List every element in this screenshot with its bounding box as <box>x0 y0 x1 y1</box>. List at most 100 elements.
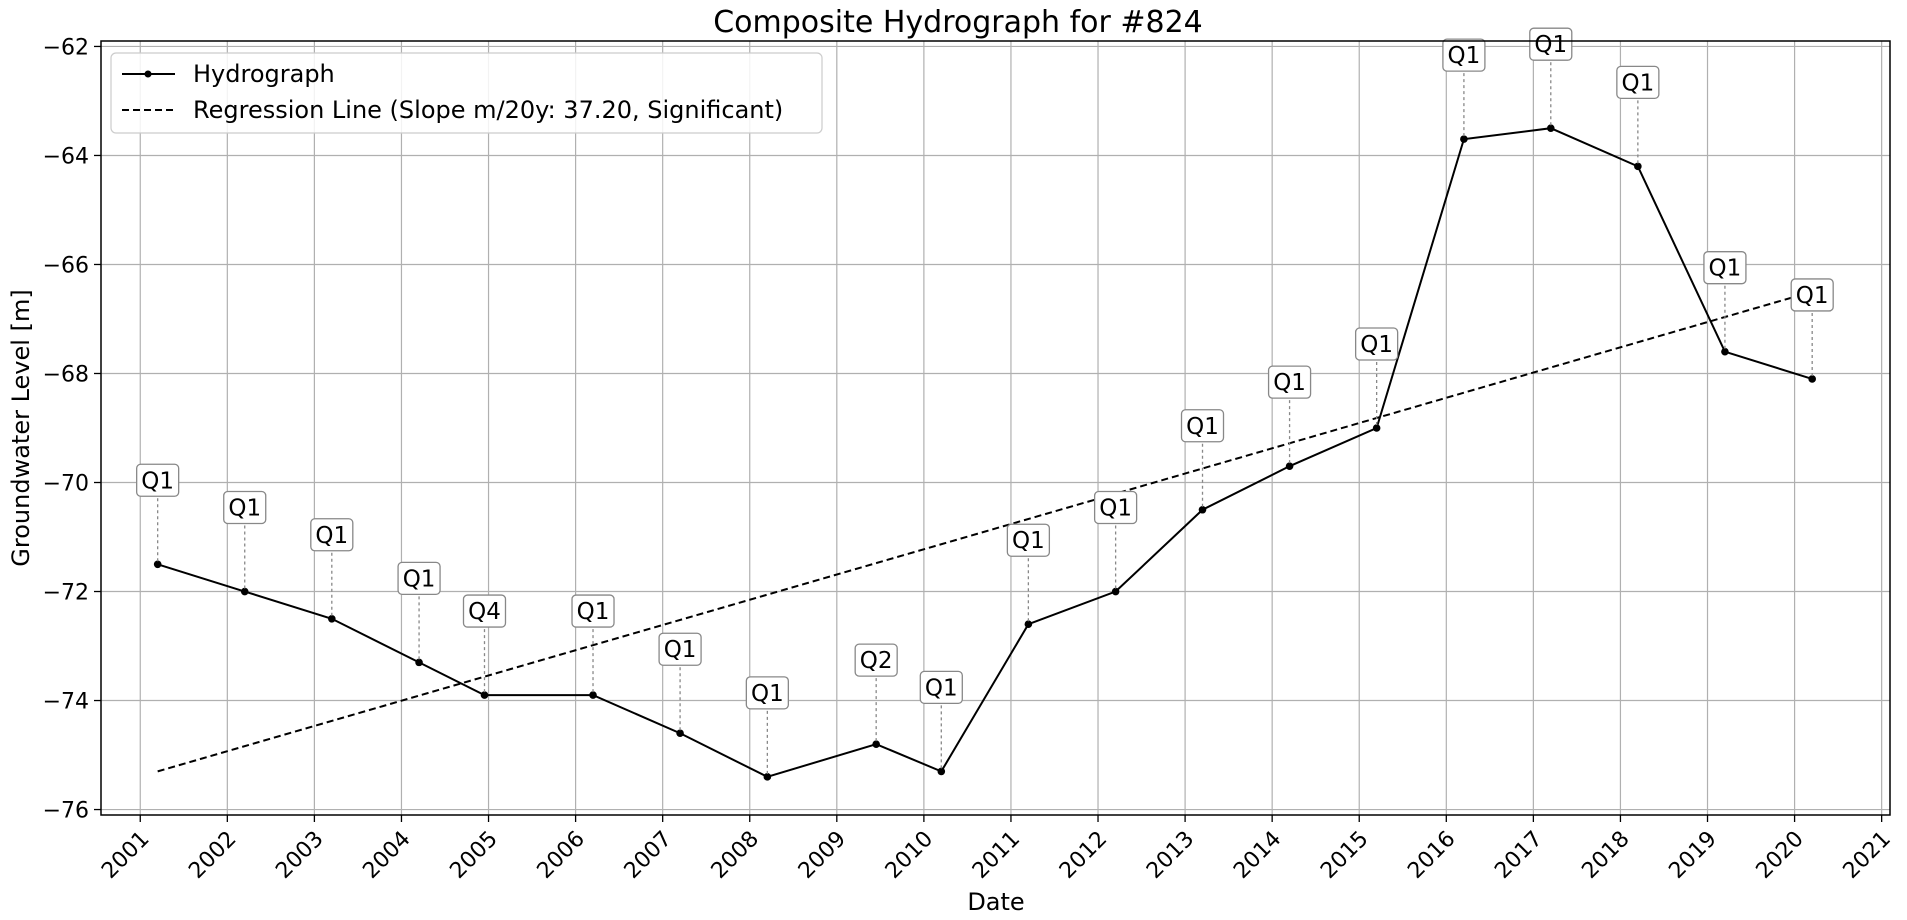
x-tick-label: 2019 <box>1664 827 1721 884</box>
quarter-label: Q1 <box>141 468 174 494</box>
hydrograph-point <box>676 729 684 738</box>
quarter-label: Q1 <box>228 496 261 522</box>
y-tick-label: −74 <box>43 690 89 715</box>
legend-box <box>110 52 823 134</box>
y-axis-label: Groundwater Level [m] <box>7 289 35 566</box>
x-tick-label: 2020 <box>1752 827 1809 884</box>
hydrograph-point <box>240 587 249 596</box>
regression-line <box>157 290 1813 773</box>
quarter-label-box <box>1703 251 1747 285</box>
quarter-label: Q4 <box>468 599 501 625</box>
hydrograph-point <box>1546 124 1555 133</box>
quarter-label: Q1 <box>751 681 784 707</box>
hydrograph-point <box>763 773 772 781</box>
x-tick-label: 2008 <box>707 827 764 884</box>
legend: Hydrograph Regression Line (Slope m/20y:… <box>110 52 823 134</box>
quarter-label: Q1 <box>664 637 697 663</box>
hydrograph-point <box>1285 462 1294 470</box>
y-tick-label: −66 <box>43 253 89 278</box>
x-tick-label: 2017 <box>1490 827 1547 884</box>
quarter-label-box <box>223 490 267 525</box>
quarter-label: Q1 <box>577 599 610 625</box>
quarter-label: Q1 <box>925 675 958 701</box>
hydrograph-point <box>1634 162 1642 171</box>
quarter-label-box <box>1354 327 1399 361</box>
hydrograph-point <box>1111 587 1120 596</box>
quarter-label: Q1 <box>1709 256 1742 282</box>
quarter-label-box <box>310 518 354 552</box>
hydrograph-point <box>872 740 880 748</box>
x-tick-label: 2004 <box>358 827 415 884</box>
quarter-label-box <box>919 670 963 705</box>
hydrograph-point <box>415 658 423 667</box>
hydrograph-point <box>153 560 162 569</box>
legend-hydrograph-label: Hydrograph <box>193 60 335 88</box>
quarter-label-box <box>1006 523 1051 557</box>
quarter-label-box <box>658 632 702 666</box>
x-tick-label: 2018 <box>1577 827 1634 884</box>
plot-frame <box>100 40 1891 816</box>
quarter-label: Q1 <box>1099 496 1132 522</box>
quarter-label-box <box>1529 27 1573 61</box>
x-tick-label: 2006 <box>533 827 590 884</box>
x-tick-label: 2013 <box>1142 827 1199 884</box>
hydrograph-layer <box>153 124 1816 781</box>
quarter-label: Q1 <box>1012 528 1045 554</box>
x-tick-label: 2002 <box>184 827 241 884</box>
y-tick-label: −68 <box>43 362 89 387</box>
legend-regression-label: Regression Line (Slope m/20y: 37.20, Sig… <box>193 96 783 124</box>
x-tick-label: 2021 <box>1839 827 1896 884</box>
legend-hydrograph-marker <box>144 70 152 78</box>
y-axis: −62 −64 −66 −68 −70 −72 −74 −76 <box>43 35 101 824</box>
y-tick-label: −70 <box>43 472 89 497</box>
hydrograph-point <box>1721 347 1729 356</box>
regression-layer <box>157 290 1813 773</box>
chart-title: Composite Hydrograph for #824 <box>713 5 1203 40</box>
hydrograph-point <box>1460 135 1468 143</box>
quarter-label-box <box>854 643 898 677</box>
quarter-label-box <box>745 676 789 710</box>
quarter-label: Q1 <box>1796 283 1829 309</box>
annotation-layer: Q1 Q1 Q1 Q1 Q4 Q1 Q1 Q1 Q2 Q1 Q1 Q1 Q1 Q1 Q1 Q1 Q1 Q1 Q1 Q1 <box>136 27 1834 774</box>
quarter-label: Q1 <box>1621 70 1654 96</box>
quarter-label-box <box>1616 65 1660 100</box>
hydrograph-point <box>1372 424 1381 432</box>
x-tick-label: 2014 <box>1229 827 1286 884</box>
x-axis: 2001 2002 2003 2004 2005 2006 2007 2008 2009 2010… <box>97 815 1896 884</box>
y-tick-label: −76 <box>43 799 89 824</box>
hydrograph-point <box>1808 375 1816 383</box>
quarter-label-box <box>136 463 180 497</box>
hydrograph-point <box>1024 620 1033 629</box>
quarter-label: Q1 <box>1186 414 1219 440</box>
quarter-label-box <box>1180 409 1225 443</box>
y-tick-label: −62 <box>43 35 89 60</box>
x-tick-label: 2016 <box>1403 827 1460 884</box>
x-tick-label: 2003 <box>271 827 328 884</box>
quarter-label: Q2 <box>860 648 893 674</box>
quarter-label: Q1 <box>1273 370 1306 396</box>
quarter-label-box <box>571 594 615 628</box>
x-tick-label: 2007 <box>620 827 677 884</box>
hydrograph-point <box>328 614 336 623</box>
quarter-label-box <box>1442 38 1486 72</box>
quarter-label-box <box>397 561 441 596</box>
x-tick-label: 2005 <box>445 827 502 884</box>
hydrograph-point <box>937 767 946 776</box>
quarter-label-box <box>1093 490 1138 525</box>
quarter-label: Q1 <box>403 566 436 592</box>
x-tick-label: 2010 <box>881 827 938 884</box>
hydrograph-point <box>480 691 489 699</box>
x-tick-label: 2001 <box>97 827 154 884</box>
quarter-label-box <box>1790 278 1834 312</box>
gridlines <box>101 41 1890 815</box>
x-tick-label: 2011 <box>968 827 1025 884</box>
quarter-label-box <box>462 594 507 628</box>
hydrograph-line <box>157 127 1813 778</box>
x-tick-label: 2015 <box>1316 827 1373 884</box>
y-tick-label: −72 <box>43 581 89 606</box>
quarter-label: Q1 <box>1448 43 1481 69</box>
quarter-label: Q1 <box>315 523 348 549</box>
hydrograph-point <box>589 691 597 699</box>
quarter-label: Q1 <box>1534 32 1567 58</box>
